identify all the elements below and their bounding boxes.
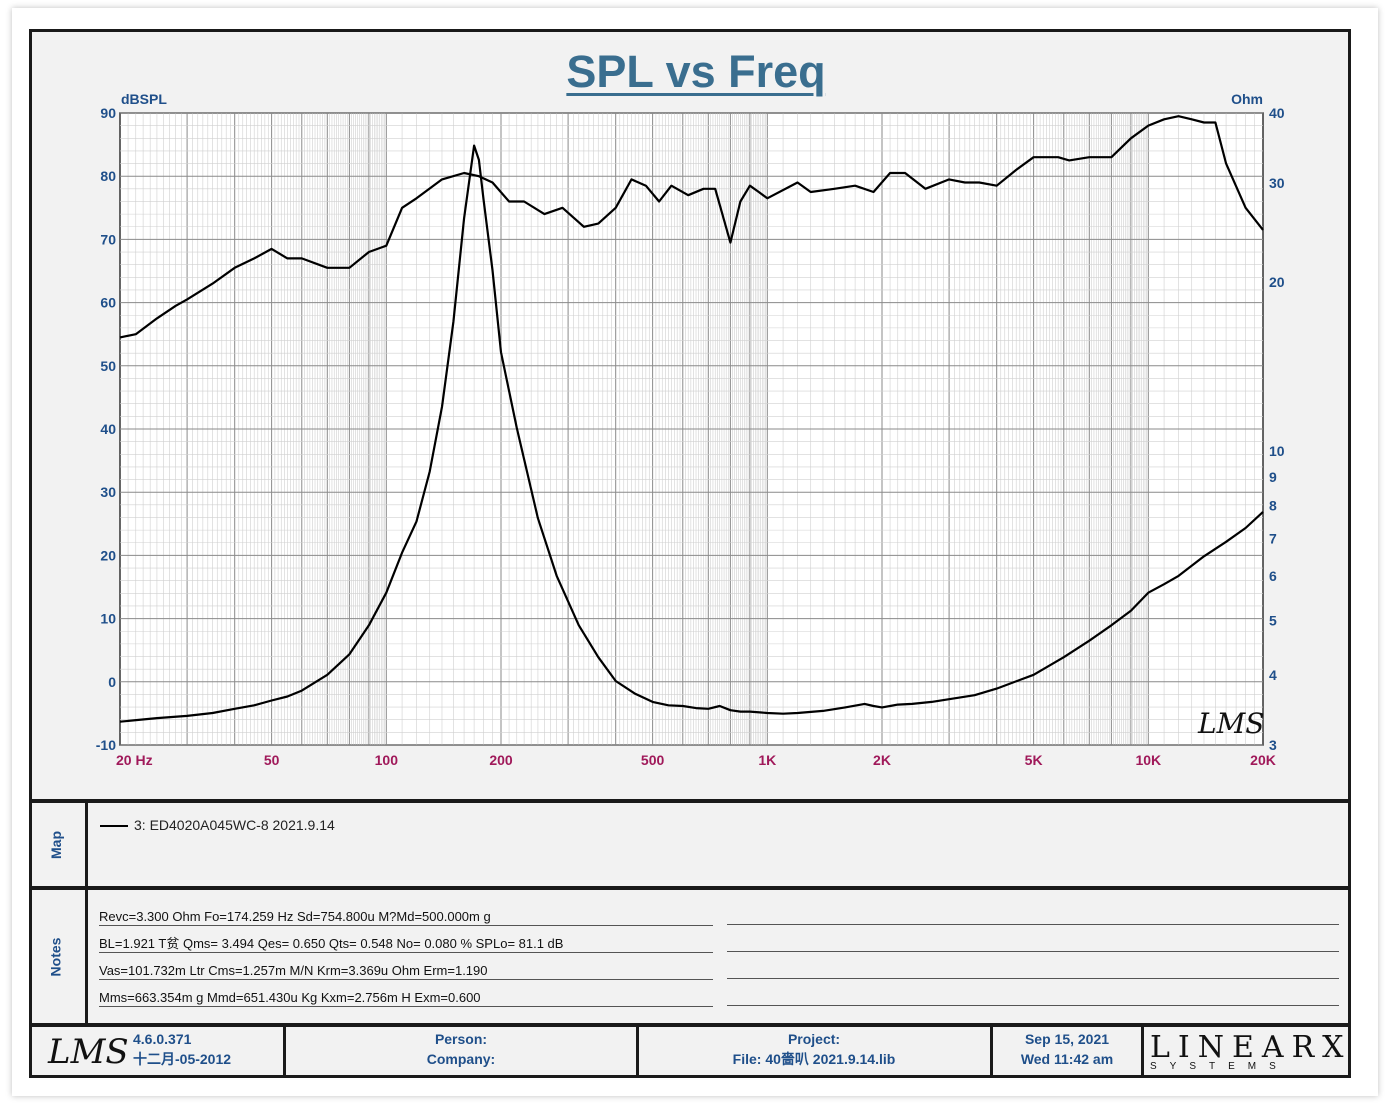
series-group [119, 115, 1264, 723]
file-label: File: 40嗇叭 2021.9.14.lib [732, 1051, 896, 1067]
y-right-tick-label: 6 [1269, 568, 1277, 584]
y-left-tick-label: -10 [96, 737, 116, 753]
person-company: Person: Company: [286, 1029, 636, 1077]
note-line-4: Mms=663.354m g Mmd=651.430u Kg Kxm=2.756… [99, 990, 713, 1007]
notes-label: Notes [47, 937, 64, 977]
y-left-axis-title: dBSPL [121, 91, 167, 107]
series-impedance-line [119, 144, 1264, 723]
y-right-tick-label: 7 [1269, 530, 1277, 546]
time: Wed 11:42 am [1020, 1051, 1114, 1067]
x-tick-label: 100 [375, 752, 399, 768]
y-left-tick-label: 60 [100, 295, 116, 311]
y-right-tick-label: 10 [1269, 443, 1285, 459]
company-label: Company: [426, 1051, 496, 1067]
y-right-tick-label: 5 [1269, 612, 1277, 628]
linearx-brand: LINEARX [1150, 1030, 1352, 1065]
y-right-tick-label: 30 [1269, 175, 1285, 191]
footer-divider-1 [283, 1026, 286, 1078]
x-tick-label: 2K [873, 752, 891, 768]
x-tick-label: 20 Hz [116, 752, 153, 768]
divider-notes-top [32, 886, 1351, 890]
project-label: Project: [787, 1031, 841, 1047]
series-spl-line [119, 115, 1264, 339]
y-left-tick-label: 80 [100, 168, 116, 184]
note-blank-2 [727, 935, 1339, 952]
lms-logo: LMS [48, 1032, 129, 1072]
date-time: Sep 15, 2021 Wed 11:42 am [993, 1029, 1141, 1077]
y-left-tick-label: 50 [100, 358, 116, 374]
y-left-tick-label: 0 [108, 674, 116, 690]
legend-label: 3: ED4020A045WC-8 2021.9.14 [134, 817, 335, 833]
map-label: Map [48, 831, 64, 859]
y-right-tick-label: 20 [1269, 274, 1285, 290]
watermark-logo: LMS [1197, 707, 1264, 740]
y-left-tick-label: 10 [100, 611, 116, 627]
y-left-tick-label: 90 [100, 105, 116, 121]
build-date: 十二月-05-2012 [133, 1051, 232, 1067]
y-right-axis-title: Ohm [1231, 91, 1263, 107]
legend-line-swatch [100, 825, 128, 828]
y-right-tick-label: 8 [1269, 498, 1277, 514]
y-right-tick-label: 40 [1269, 105, 1285, 121]
x-tick-label: 20K [1250, 752, 1276, 768]
divider-side-column [85, 803, 88, 1023]
note-line-2: BL=1.921 T贫 Qms= 3.494 Qes= 0.650 Qts= 0… [99, 936, 713, 953]
grid [119, 112, 1264, 746]
version: 4.6.0.371 [133, 1031, 192, 1047]
note-blank-3 [727, 962, 1339, 979]
x-tick-label: 200 [489, 752, 513, 768]
project-file: Project: File: 40嗇叭 2021.9.14.lib [639, 1029, 989, 1077]
footer-divider-3 [990, 1026, 993, 1078]
note-line-1: Revc=3.300 Ohm Fo=174.259 Hz Sd=754.800u… [99, 909, 713, 926]
y-right-tick-label: 9 [1269, 469, 1277, 485]
footer-divider-4 [1141, 1026, 1144, 1078]
note-line-3: Vas=101.732m Ltr Cms=1.257m M/N Krm=3.36… [99, 963, 713, 980]
y-left-tick-label: 20 [100, 547, 116, 563]
tick-labels: 20 Hz 50 100 200 500 1K 2K 5K 10K 20K908070605040… [96, 105, 1285, 768]
x-tick-label: 50 [264, 752, 280, 768]
y-left-tick-label: 30 [100, 484, 116, 500]
y-right-tick-label: 3 [1269, 737, 1277, 753]
date: Sep 15, 2021 [1024, 1031, 1110, 1047]
person-label: Person: [434, 1031, 488, 1047]
version-info: 4.6.0.371 十二月-05-2012 [133, 1029, 283, 1077]
linearx-systems: SYSTEMS [1150, 1061, 1289, 1072]
x-tick-label: 1K [758, 752, 776, 768]
y-left-tick-label: 40 [100, 421, 116, 437]
x-tick-label: 5K [1025, 752, 1043, 768]
y-right-tick-label: 4 [1269, 667, 1277, 683]
x-tick-label: 10K [1135, 752, 1161, 768]
note-blank-1 [727, 908, 1339, 925]
divider-map-top [32, 799, 1351, 803]
y-left-tick-label: 70 [100, 231, 116, 247]
chart-title: SPL vs Freq [566, 46, 826, 97]
divider-footer-top [32, 1023, 1351, 1027]
note-blank-4 [727, 989, 1339, 1006]
footer-divider-2 [636, 1026, 639, 1078]
linearx-logo: LINEARX SYSTEMS [1150, 1030, 1352, 1072]
x-tick-label: 500 [641, 752, 665, 768]
legend-entry: 3: ED4020A045WC-8 2021.9.14 [100, 817, 335, 833]
